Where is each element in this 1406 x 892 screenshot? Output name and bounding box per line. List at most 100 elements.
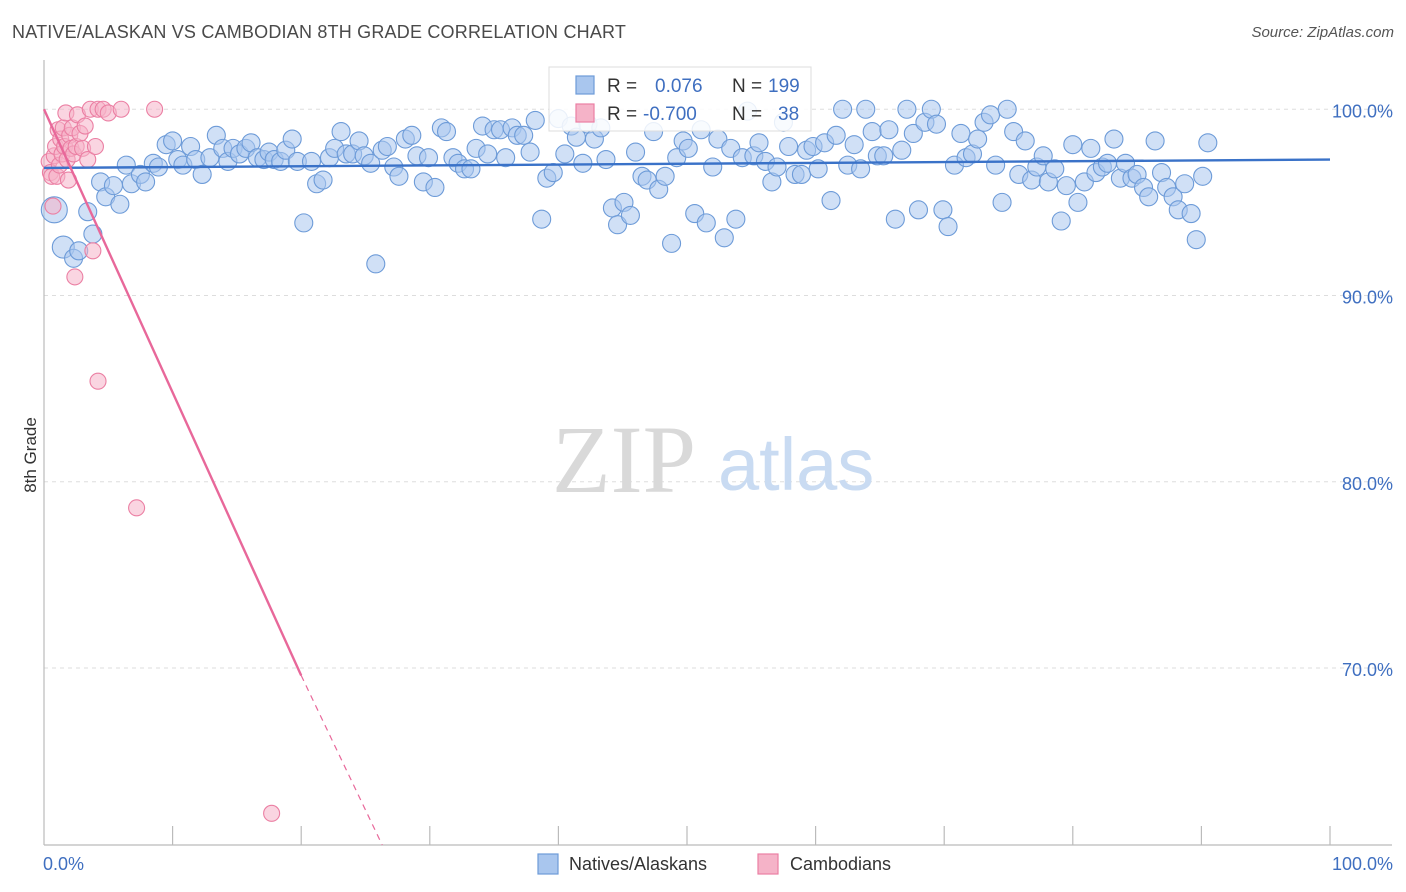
legend: Natives/Alaskans Cambodians [537, 853, 891, 875]
native-trend-line [43, 158, 1331, 170]
native-point-130 [833, 99, 853, 119]
chart-source: Source: ZipAtlas.com [1251, 24, 1394, 41]
native-point-166 [1045, 159, 1065, 179]
y-tick-label-1: 90.0% [1342, 288, 1393, 308]
native-point-168 [1056, 176, 1076, 196]
native-point-40 [301, 151, 322, 171]
native-point-137 [874, 146, 894, 166]
native-point-55 [389, 166, 409, 186]
x-tick-label-1: 100.0% [1332, 854, 1393, 874]
native-point-39 [294, 213, 314, 233]
native-point-134 [856, 99, 876, 119]
native-point-189 [1181, 204, 1201, 224]
native-point-10 [116, 155, 136, 175]
native-point-123 [791, 164, 812, 184]
stats-n-value-blue: 199 [768, 76, 800, 97]
native-point-92 [608, 215, 628, 235]
series-natives-alaskans [40, 99, 1218, 274]
native-point-112 [726, 209, 746, 229]
stats-r-value-pink: -0.700 [643, 104, 697, 125]
cambodian-point-29 [86, 137, 104, 156]
native-point-50 [361, 153, 381, 173]
stats-n-label-pink: N = [732, 104, 762, 125]
native-point-133 [851, 159, 871, 179]
native-point-182 [1139, 187, 1159, 207]
native-point-183 [1145, 131, 1165, 151]
native-point-94 [620, 205, 640, 225]
native-point-153 [968, 129, 988, 149]
native-point-192 [1198, 133, 1218, 153]
stats-r-value-blue: 0.076 [655, 76, 703, 97]
y-tick-label-2: 80.0% [1342, 474, 1393, 494]
native-point-107 [696, 213, 716, 233]
native-point-140 [892, 140, 912, 160]
native-point-188 [1175, 174, 1195, 194]
stats-r-label-blue: R = [607, 76, 637, 97]
native-point-128 [821, 190, 841, 211]
native-point-108 [703, 157, 723, 177]
native-point-147 [933, 200, 953, 220]
stats-swatch-pink [575, 103, 595, 123]
native-point-67 [461, 159, 481, 179]
stats-n-value-pink: 38 [778, 104, 799, 125]
legend-label-natives: Natives/Alaskans [569, 854, 707, 874]
native-point-95 [626, 142, 646, 162]
native-point-79 [532, 209, 552, 229]
native-point-13 [136, 172, 156, 192]
native-point-8 [103, 176, 123, 196]
legend-swatch-natives [537, 853, 559, 875]
native-point-90 [596, 149, 616, 170]
native-point-161 [1015, 131, 1035, 151]
native-point-176 [1104, 129, 1124, 149]
y-tick-labels: 100.0% 90.0% 80.0% 70.0% [1332, 101, 1393, 680]
native-point-139 [885, 209, 905, 229]
axes [43, 60, 1392, 846]
native-point-22 [192, 164, 212, 184]
native-point-172 [1081, 138, 1101, 158]
watermark-atlas: atlas [718, 423, 874, 506]
legend-label-cambodians: Cambodians [790, 854, 891, 874]
series-cambodians [40, 100, 281, 822]
stats-swatch-blue [575, 75, 595, 95]
native-point-191 [1193, 166, 1213, 186]
y-tick-label-0: 100.0% [1332, 101, 1393, 121]
stats-box: R = 0.076 N = 199 R = -0.700 N = 38 [548, 66, 812, 132]
native-point-61 [425, 177, 445, 198]
native-point-104 [678, 138, 698, 158]
native-point-143 [908, 200, 929, 220]
native-point-76 [514, 125, 534, 145]
watermark-zip: ZIP [552, 406, 696, 513]
native-point-119 [767, 157, 787, 177]
cambodian-point-3 [44, 197, 62, 215]
native-point-78 [525, 110, 545, 130]
cambodian-point-36 [146, 100, 164, 118]
stats-n-label-blue: N = [732, 76, 762, 97]
native-point-167 [1051, 211, 1071, 231]
native-point-190 [1186, 230, 1206, 250]
native-point-142 [903, 123, 923, 144]
native-point-77 [520, 142, 540, 162]
native-point-156 [986, 155, 1006, 175]
native-point-51 [366, 254, 386, 274]
native-point-63 [436, 122, 457, 142]
trend-lines [42, 108, 1331, 846]
cambodian-trend-line [42, 108, 303, 676]
cambodian-point-35 [128, 499, 146, 517]
gridlines [44, 108, 1392, 669]
native-point-5 [83, 224, 103, 244]
y-axis-title: 8th Grade [21, 417, 40, 493]
native-point-121 [779, 136, 799, 157]
native-point-129 [826, 125, 846, 145]
cambodian-point-20 [66, 268, 84, 286]
native-point-37 [282, 129, 302, 149]
native-point-101 [662, 233, 682, 253]
native-point-57 [402, 125, 422, 145]
native-point-42 [313, 170, 333, 190]
legend-swatch-cambodians [757, 853, 779, 875]
native-point-116 [749, 133, 769, 153]
native-point-110 [714, 228, 734, 248]
watermark: ZIP atlas [552, 406, 874, 513]
native-point-45 [331, 122, 351, 142]
stats-r-label-pink: R = [607, 104, 637, 125]
